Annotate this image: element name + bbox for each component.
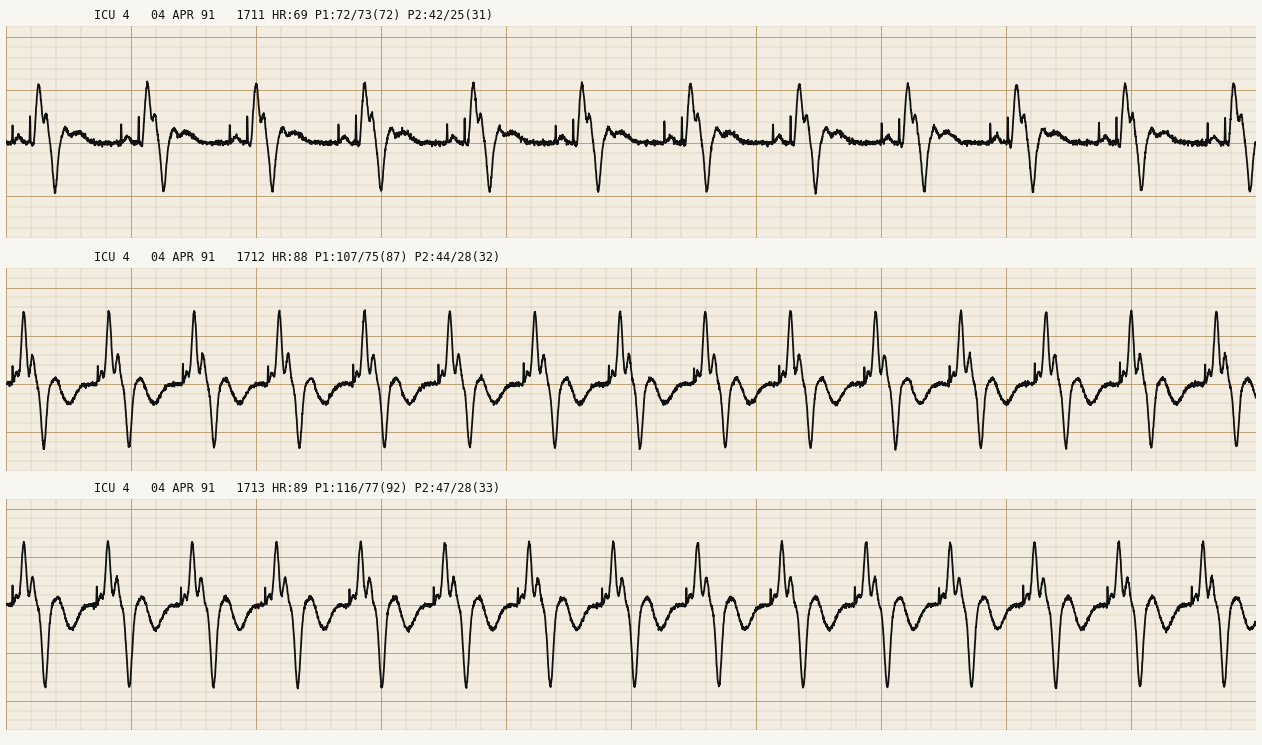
Text: ICU 4   04 APR 91   1712 HR:88 P1:107/75(87) P2:44/28(32): ICU 4 04 APR 91 1712 HR:88 P1:107/75(87)… (93, 250, 500, 264)
Text: ICU 4   04 APR 91   1711 HR:69 P1:72/73(72) P2:42/25(31): ICU 4 04 APR 91 1711 HR:69 P1:72/73(72) … (93, 8, 492, 22)
Text: ICU 4   04 APR 91   1713 HR:89 P1:116/77(92) P2:47/28(33): ICU 4 04 APR 91 1713 HR:89 P1:116/77(92)… (93, 481, 500, 495)
